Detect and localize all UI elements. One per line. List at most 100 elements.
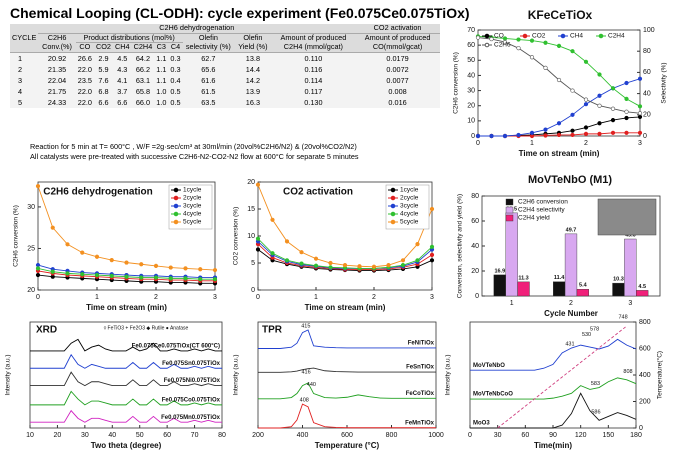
x-tick-label: 2 [569, 300, 573, 307]
x-tick-label: 3 [213, 294, 217, 301]
table-row: 2 21.35 22.0 5.9 4.3 66.2 1.1 0.3 65.6 14.4 0.116 0… [10, 63, 440, 75]
series-label: Fe0.075Ni0.075TiOx [164, 378, 221, 384]
data-point [637, 111, 643, 116]
table-body: 1 20.92 26.6 2.9 4.5 64.2 1.1 0.3 62.7 13.8 0.110 0… [10, 52, 440, 108]
bar [517, 281, 530, 297]
chart-title: C2H6 dehydrogenation [43, 187, 152, 198]
data-point [124, 260, 129, 265]
legend-label: CO [494, 33, 504, 40]
table-cell: 0.116 [271, 63, 356, 75]
table-cell: 21.75 [38, 85, 76, 97]
y2-tick-label: 100 [643, 27, 655, 34]
y-tick-label: 20 [467, 103, 475, 110]
sem-image [597, 198, 657, 236]
legend-label: 3cycle [400, 203, 419, 210]
chart-title: XRD [36, 325, 57, 336]
table-cell: 16.3 [234, 96, 272, 108]
table-cell: 1.0 [154, 96, 169, 108]
data-point [400, 263, 406, 268]
bar-value-label: 16.9 [494, 268, 505, 274]
table-cell: 0.4 [168, 74, 183, 86]
y2-tick-label: 40 [643, 90, 651, 97]
x-axis-label: Cycle Number [544, 309, 598, 318]
table-cell: 0.0179 [355, 52, 440, 64]
y-tick-label: 0 [251, 287, 255, 294]
x-axis-label: Temperature (°C) [315, 441, 380, 450]
column-header: CO2 [93, 42, 113, 53]
plot-frame [257, 321, 437, 429]
table-cell: 0.016 [355, 96, 440, 108]
data-point [153, 275, 159, 280]
data-point [516, 132, 521, 138]
table-cell: 63.5 [182, 96, 235, 108]
legend-swatch [173, 219, 179, 225]
legend-swatch [173, 211, 179, 217]
table-cell: 2 [10, 63, 39, 75]
data-point [570, 132, 575, 138]
y2-tick-label: 80 [643, 48, 651, 55]
legend-swatch [505, 214, 514, 222]
table-cell: 0.3 [168, 52, 183, 64]
series-label: Fe0.075Ce0.075TiOx(CT 600°C) [132, 343, 220, 349]
table-cell: 6.6 [93, 96, 113, 108]
y-tick-label: 0 [475, 293, 479, 300]
x-tick-label: 2 [372, 294, 376, 301]
y-tick-label: 70 [467, 27, 475, 34]
legend-swatch [522, 33, 528, 39]
x-tick-label: 150 [602, 432, 614, 439]
data-point [597, 121, 602, 126]
y-tick-label: 0 [471, 133, 475, 140]
series-label: Fe0.075Sn0.075TiOx [162, 361, 221, 367]
bar-value-label: 11.4 [554, 275, 565, 281]
y-tick-label: 5 [251, 260, 255, 267]
table-cell: 66.2 [131, 63, 155, 75]
data-point [139, 275, 144, 280]
x-tick-label: 80 [218, 432, 226, 439]
table-cell: 64.2 [131, 52, 155, 64]
y2-tick-label: 0 [639, 425, 643, 432]
legend-swatch [173, 187, 179, 193]
bar-value-label: 11.3 [518, 275, 528, 281]
table-cell: 20.92 [38, 52, 76, 64]
y-tick-label: 20 [471, 268, 479, 275]
data-point [624, 115, 629, 121]
table-cell: 7.6 [93, 74, 113, 86]
y-axis-label: Intensity (a.u.) [5, 354, 12, 395]
y2-tick-label: 60 [643, 69, 651, 76]
data-point [624, 109, 629, 114]
table-row: 4 21.75 22.0 6.8 3.7 65.8 1.0 0.5 61.5 13.9 0.117 0… [10, 85, 440, 97]
table-row: 5 24.33 22.0 6.6 6.6 66.0 1.0 0.5 63.5 16.3 0.130 0… [10, 96, 440, 108]
chart-title: KFeCeTiOx [528, 8, 593, 22]
x-tick-label: 1 [314, 294, 318, 301]
data-point [198, 277, 203, 282]
series-line [30, 338, 222, 352]
table-cell: 22.0 [75, 96, 94, 108]
table-cell: 22.0 [75, 85, 94, 97]
x-tick-label: 1000 [428, 432, 444, 439]
data-point [168, 276, 173, 281]
table-cell: 3 [10, 74, 39, 86]
series-label: Fe0.075Mn0.075TiOx [161, 415, 221, 421]
data-point [65, 242, 70, 247]
peak-label: 583 [591, 381, 600, 387]
note: Reaction for 5 min at T= 600°C , W/F =2g… [30, 142, 357, 151]
table-cell: 0.110 [271, 52, 356, 64]
results-table: CYCLE C2H6 dehydrogenation CO2 activatio… [10, 23, 440, 108]
series-line [497, 325, 628, 429]
table-cell: 2.9 [93, 52, 113, 64]
data-point [80, 250, 85, 255]
y-axis-label: CO2 conversion (%) [233, 207, 240, 266]
data-point [415, 258, 420, 263]
data-point [583, 131, 589, 136]
peak-label: 578 [590, 326, 599, 332]
data-point [94, 254, 100, 259]
data-point [624, 96, 629, 101]
peak-label: 440 [307, 382, 316, 388]
legend-swatch [484, 33, 490, 39]
legend-swatch [390, 195, 396, 201]
y-axis-label: C2H6 conversion (%) [453, 52, 460, 114]
bar [636, 290, 649, 297]
data-point [35, 184, 41, 189]
data-point [502, 40, 508, 45]
table-cell: 13.8 [234, 52, 272, 64]
